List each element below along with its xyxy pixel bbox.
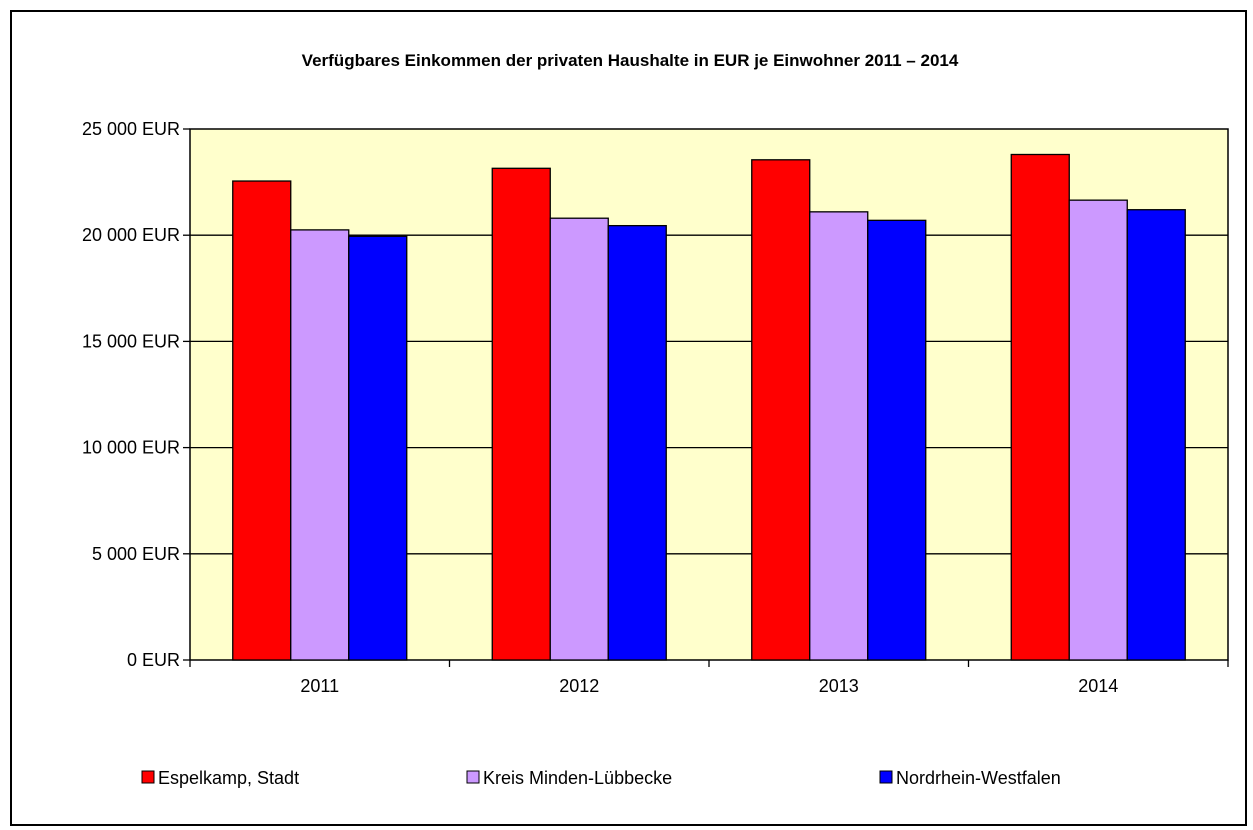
legend-label: Nordrhein-Westfalen bbox=[896, 768, 1061, 788]
bar bbox=[549, 217, 609, 661]
y-tick-label: 15 000 EUR bbox=[82, 331, 180, 351]
legend-swatch bbox=[466, 770, 480, 784]
y-tick-label: 20 000 EUR bbox=[82, 225, 180, 245]
bar bbox=[1126, 209, 1186, 661]
x-tick-label: 2011 bbox=[300, 676, 339, 696]
bars bbox=[232, 153, 1186, 661]
legend-swatch bbox=[879, 770, 893, 784]
legend-label: Kreis Minden-Lübbecke bbox=[483, 768, 672, 788]
bar bbox=[232, 180, 292, 661]
chart-title: Verfügbares Einkommen der privaten Haush… bbox=[302, 51, 959, 70]
legend-swatch bbox=[141, 770, 155, 784]
y-tick-label: 5 000 EUR bbox=[92, 544, 180, 564]
bar bbox=[348, 235, 408, 661]
bar bbox=[867, 219, 927, 661]
x-tick-label: 2013 bbox=[819, 676, 859, 696]
x-axis: 2011 2012 2013 2014 bbox=[189, 660, 1229, 696]
bar bbox=[290, 229, 350, 661]
bar bbox=[607, 224, 667, 661]
bar bbox=[809, 211, 869, 661]
bar bbox=[1010, 153, 1070, 661]
y-tick-label: 25 000 EUR bbox=[82, 119, 180, 139]
legend: Espelkamp, Stadt Kreis Minden-Lübbecke Nor… bbox=[141, 768, 1061, 788]
x-tick-label: 2014 bbox=[1078, 676, 1118, 696]
x-tick-label: 2012 bbox=[559, 676, 599, 696]
legend-label: Espelkamp, Stadt bbox=[158, 768, 299, 788]
y-axis: 0 EUR 5 000 EUR 10 000 EUR 15 000 EUR 20 000… bbox=[82, 119, 190, 670]
bar bbox=[1068, 199, 1128, 661]
bar bbox=[751, 159, 811, 661]
chart-svg: Verfügbares Einkommen der privaten Haush… bbox=[82, 51, 1229, 788]
y-tick-label: 0 EUR bbox=[127, 650, 180, 670]
chart-frame: Verfügbares Einkommen der privaten Haush… bbox=[10, 10, 1247, 826]
bar bbox=[491, 167, 551, 661]
y-tick-label: 10 000 EUR bbox=[82, 438, 180, 458]
